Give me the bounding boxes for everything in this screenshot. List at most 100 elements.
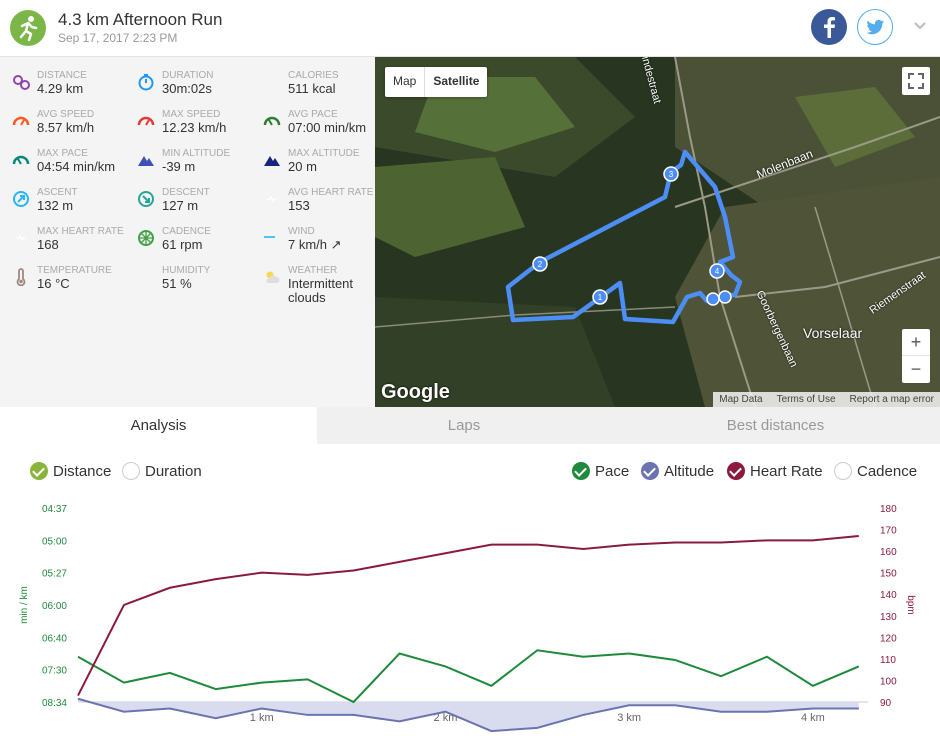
map-data-link[interactable]: Map Data (719, 394, 763, 405)
cadence-icon (137, 229, 155, 247)
svg-text:3: 3 (669, 170, 674, 179)
terms-of-use-link[interactable]: Terms of Use (776, 394, 836, 405)
zoom-in-button[interactable]: + (902, 329, 930, 356)
stat-label: WEATHER (288, 265, 338, 276)
tab-analysis[interactable]: Analysis (0, 407, 317, 444)
zoom-out-button[interactable]: − (910, 359, 922, 379)
stat-label: AVG SPEED (37, 109, 95, 120)
facebook-icon (824, 17, 835, 38)
altitude-toggle-label: Altitude (664, 462, 715, 480)
speedometer-icon (12, 112, 30, 130)
altitude-area (78, 698, 859, 732)
stat-value: 61 rpm (162, 237, 203, 252)
cadence-toggle-label: Cadence (857, 462, 918, 480)
heart-icon (263, 190, 281, 208)
altitude-series-line (77, 697, 859, 733)
report-map-error-link[interactable]: Report a map error (849, 394, 934, 405)
y-right-tick-label: 160 (880, 547, 897, 558)
route-map[interactable]: 1 2 3 4 Molenbaan Vorselaar Goorbergenba… (375, 57, 940, 407)
stat-value: 04:54 min/km (37, 159, 116, 174)
facebook-share-button[interactable] (811, 9, 847, 45)
stat-label: DISTANCE (37, 70, 87, 81)
stat-temperature: TEMPERATURE 16 °C (12, 265, 132, 299)
x-tick-label: 1 km (250, 712, 274, 724)
mountain-icon (263, 151, 281, 169)
y-left-tick-label: 04:37 (42, 504, 67, 515)
distance-toggle[interactable]: Distance (30, 462, 111, 480)
stat-value: -39 m (162, 159, 196, 174)
x-tick-label: 3 km (617, 712, 641, 724)
y-left-axis-title: min / km (19, 586, 30, 624)
flame-icon (263, 73, 281, 91)
svg-text:2: 2 (538, 260, 543, 269)
speedometer-icon (137, 112, 155, 130)
stat-value: Intermittent clouds (288, 276, 354, 305)
stat-label: DURATION (162, 70, 214, 81)
y-left-tick-label: 07:30 (42, 666, 67, 677)
stat-calories: CALORIES 511 kcal (263, 70, 383, 104)
stat-value: 8.57 km/h (37, 120, 95, 135)
thermometer-icon (12, 268, 30, 287)
y-right-tick-label: 100 (880, 676, 897, 687)
cloud-sun-icon (263, 268, 281, 286)
stat-value: 168 (37, 237, 59, 252)
pace-gauge-icon (263, 112, 281, 130)
stopwatch-icon (137, 73, 155, 91)
stat-avg-pace: AVG PACE 07:00 min/km (263, 109, 383, 143)
stat-value: 511 kcal (288, 81, 336, 96)
stat-humidity: HUMIDITY 51 % (137, 265, 257, 299)
heart-rate-toggle[interactable]: Heart Rate (727, 462, 823, 480)
y-right-tick-label: 140 (880, 590, 897, 601)
analysis-chart[interactable]: 04:37 05:00 05:27 06:00 06:40 07:30 08:34 180 17… (0, 495, 940, 736)
svg-text:1: 1 (598, 293, 603, 302)
stat-value: 12.23 km/h (162, 120, 227, 135)
distance-toggle-label: Distance (53, 462, 112, 480)
activity-title: 4.3 km Afternoon Run (58, 10, 223, 29)
mountain-icon (137, 151, 155, 169)
heart-rate-series-line (77, 535, 859, 696)
stat-descent: DESCENT 127 m (137, 187, 257, 221)
checkbox-checked-icon (572, 462, 590, 480)
wind-icon (263, 229, 281, 247)
stat-label: CADENCE (162, 226, 211, 237)
stat-distance: DISTANCE 4.29 km (12, 70, 132, 104)
chevron-down-icon[interactable] (912, 18, 928, 34)
checkbox-checked-icon (30, 462, 48, 480)
altitude-toggle[interactable]: Altitude (641, 462, 714, 480)
y-left-tick-label: 08:34 (42, 698, 67, 709)
twitter-share-button[interactable] (857, 9, 893, 45)
stat-label: ASCENT (37, 187, 78, 198)
stat-value: 30m:02s (162, 81, 212, 96)
runner-icon (10, 10, 46, 46)
svg-text:4: 4 (715, 267, 720, 276)
stat-value: 7 km/h ↗ (288, 237, 342, 252)
duration-toggle-label: Duration (145, 462, 202, 480)
duration-toggle[interactable]: Duration (122, 462, 202, 480)
y-left-tick-label: 06:40 (42, 633, 67, 644)
pace-toggle[interactable]: Pace (572, 462, 629, 480)
stat-label: TEMPERATURE (37, 265, 112, 276)
stat-avg-speed: AVG SPEED 8.57 km/h (12, 109, 132, 143)
x-tick-label: 4 km (801, 712, 825, 724)
map-type-satellite-button[interactable]: Satellite (424, 67, 487, 97)
stat-value: 16 °C (37, 276, 70, 291)
stat-max-pace: MAX PACE 04:54 min/km (12, 148, 132, 182)
google-logo: Google (381, 381, 450, 403)
distance-icon (12, 73, 30, 91)
stat-value: 153 (288, 198, 310, 213)
stat-label: CALORIES (288, 70, 339, 81)
tab-laps[interactable]: Laps (447, 417, 481, 434)
y-right-axis-title: bpm (905, 595, 916, 614)
stat-value: 127 m (162, 198, 199, 213)
humidity-icon (137, 268, 155, 286)
fullscreen-button[interactable] (902, 67, 930, 95)
stat-max-altitude: MAX ALTITUDE 20 m (263, 148, 383, 182)
route-line (505, 149, 743, 325)
cadence-toggle[interactable]: Cadence (834, 462, 917, 480)
tab-best-distances[interactable]: Best distances (726, 417, 825, 434)
map-type-map-button[interactable]: Map (393, 74, 417, 88)
y-left-tick-label: 06:00 (42, 601, 67, 612)
stat-label: MAX ALTITUDE (288, 148, 360, 159)
y-right-tick-label: 130 (880, 612, 897, 623)
stat-label: MAX PACE (37, 148, 88, 159)
